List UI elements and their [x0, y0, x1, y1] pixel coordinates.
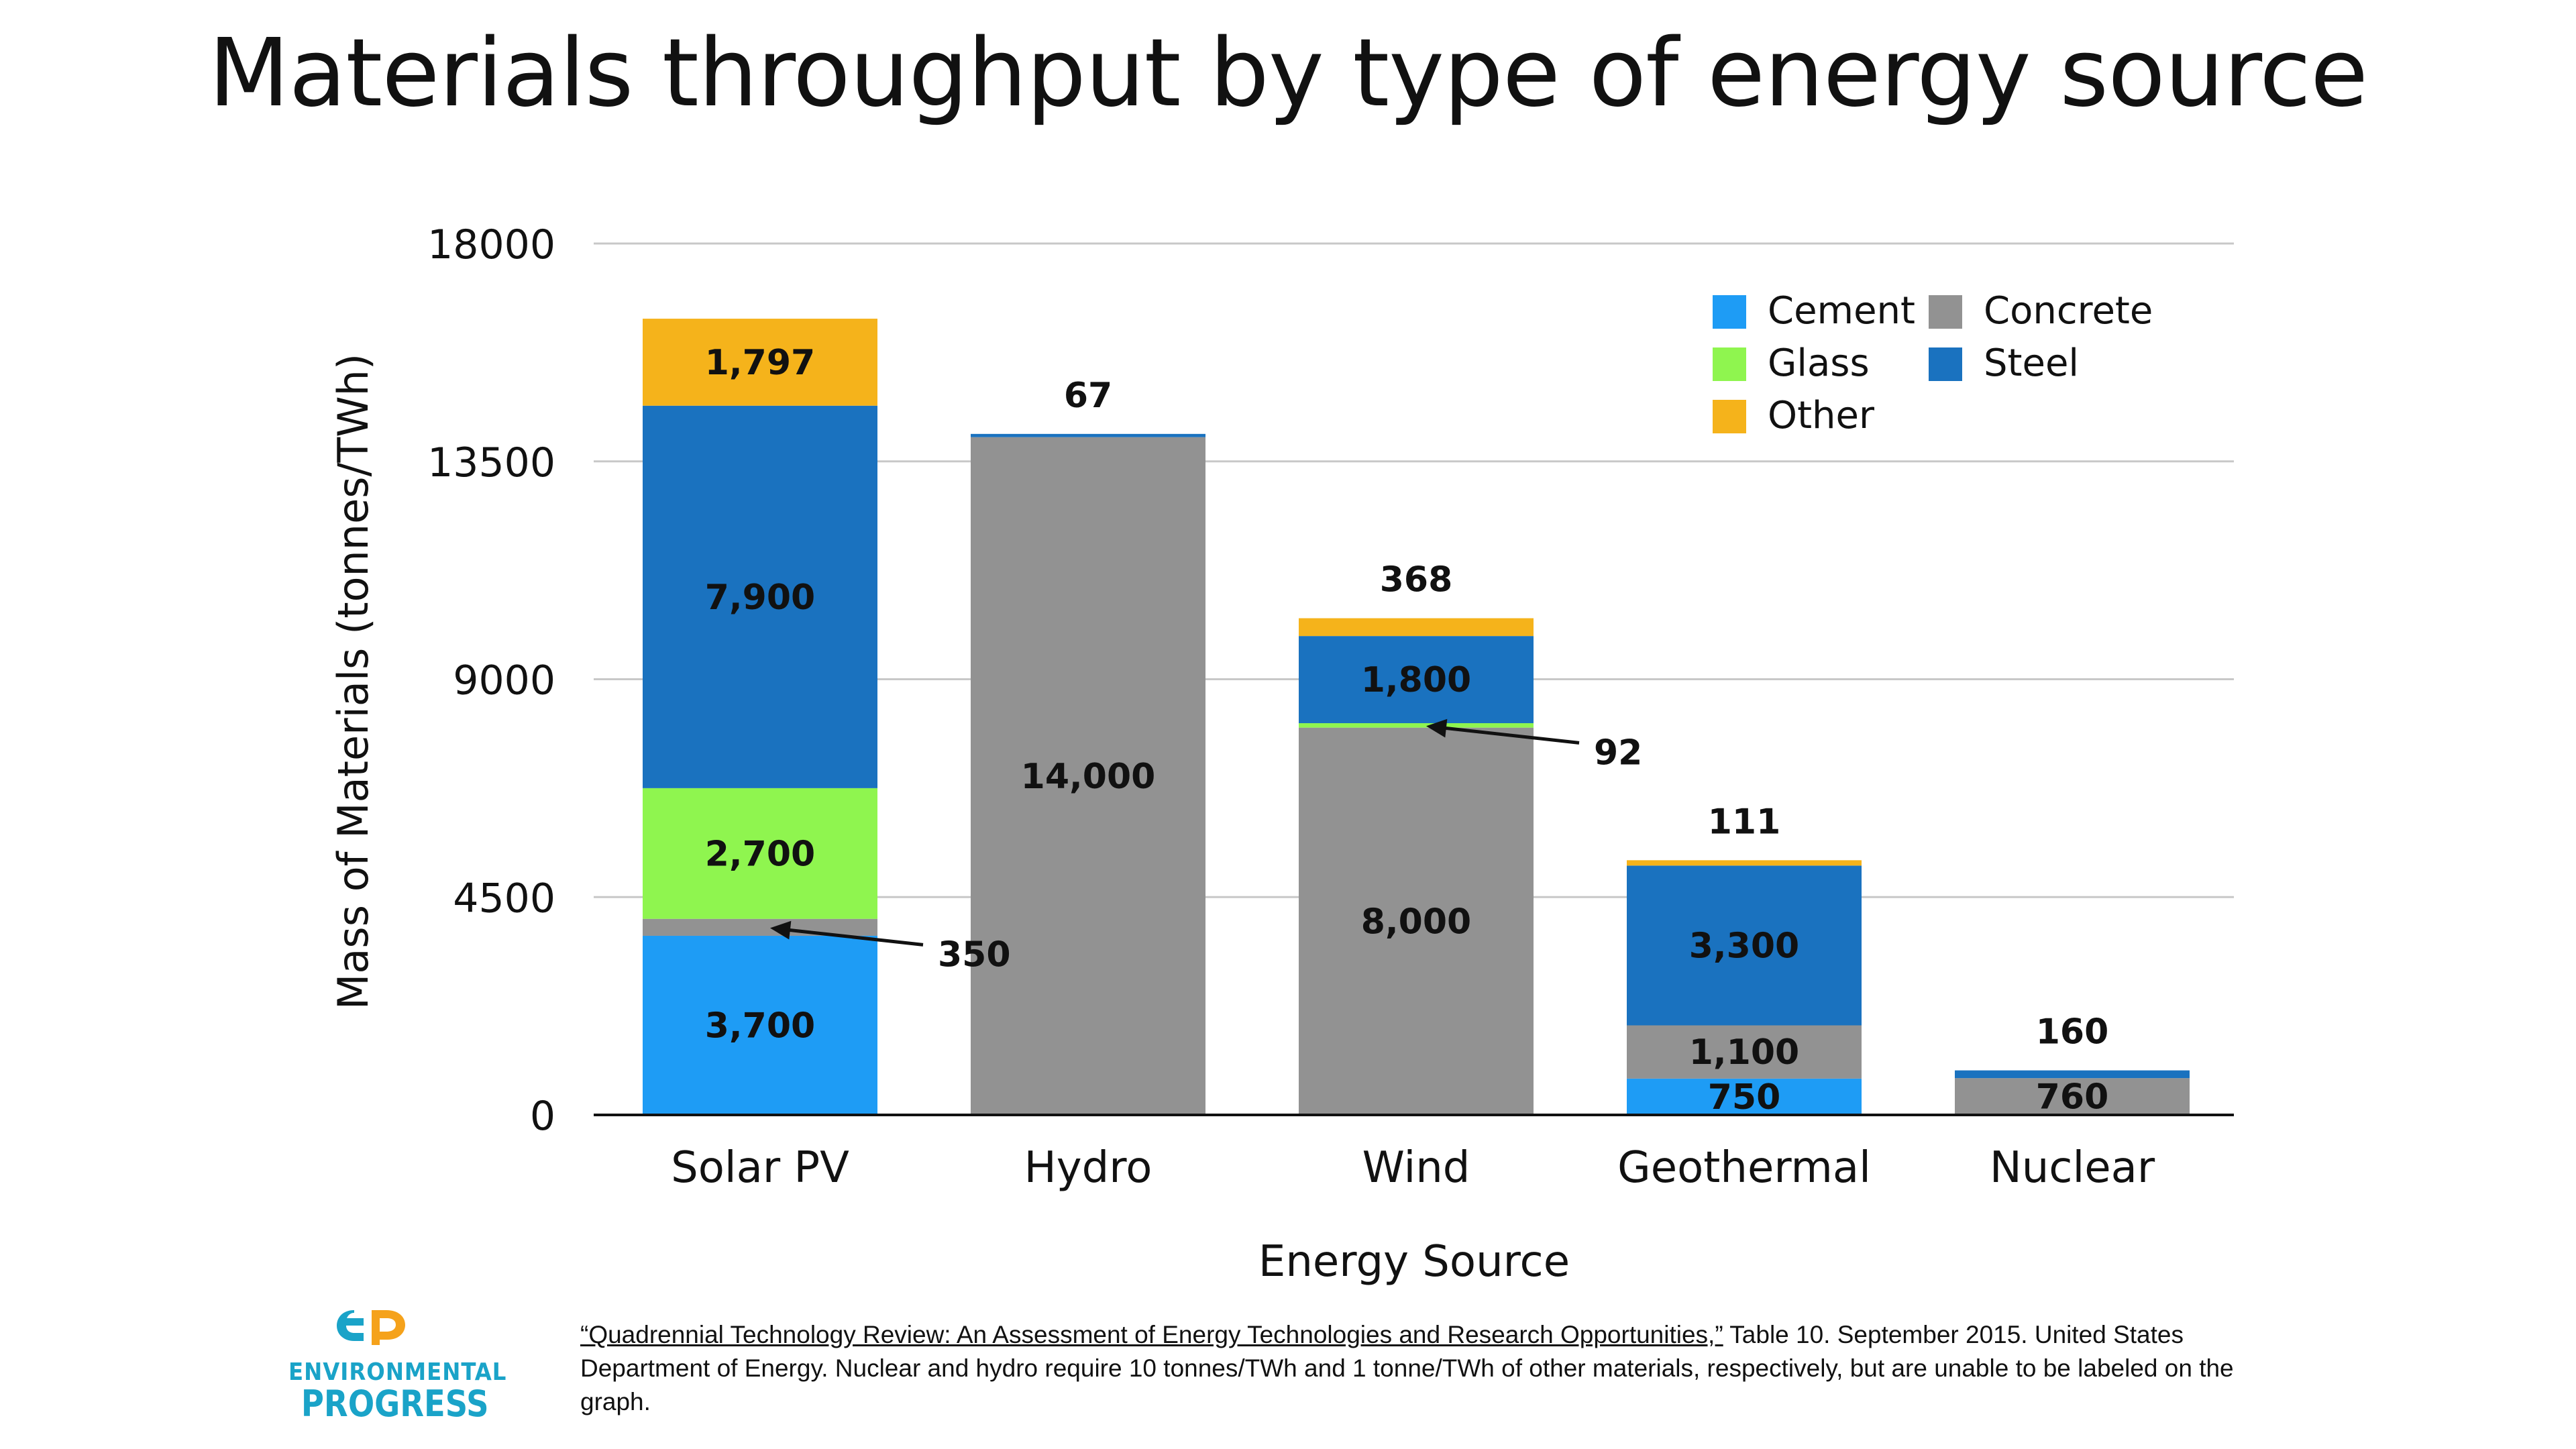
- bar-segment-cement: [643, 935, 877, 1115]
- bar-segment-other: [1627, 860, 1862, 866]
- y-axis-title: Mass of Materials (tonnes/TWh): [329, 354, 378, 1010]
- legend-label: Concrete: [1984, 289, 2153, 333]
- data-label: 8,000: [1361, 902, 1471, 942]
- y-tick-label: 0: [530, 1093, 555, 1140]
- bar-segment-other: [643, 319, 877, 406]
- legend-swatch-other: [1713, 400, 1746, 433]
- bar-segment-other: [1299, 618, 1534, 637]
- bar-segment-concrete: [1299, 727, 1534, 1115]
- data-label: 1,797: [705, 343, 815, 383]
- legend-swatch-steel: [1929, 347, 1962, 381]
- bar-segment-glass: [1299, 723, 1534, 728]
- x-tick-label: Geothermal: [1617, 1143, 1871, 1193]
- bar-segment-glass: [643, 788, 877, 919]
- callout-arrowhead: [1426, 718, 1448, 738]
- legend: Cement Glass Other Concrete Steel: [1713, 289, 2153, 437]
- data-label: 760: [2036, 1077, 2109, 1118]
- callout-arrowhead: [770, 920, 792, 940]
- data-label: 14,000: [1021, 757, 1156, 797]
- y-tick-label: 13500: [427, 439, 555, 486]
- data-label: 1,100: [1689, 1032, 1799, 1073]
- data-label: 3,300: [1689, 926, 1799, 966]
- y-tick-label: 9000: [453, 657, 555, 704]
- data-label: 2,700: [705, 834, 815, 874]
- logo-text-environmental: ENVIRONMENTAL: [288, 1358, 507, 1386]
- data-label: 160: [2036, 1012, 2109, 1053]
- legend-swatch-cement: [1713, 295, 1746, 329]
- ep-logo-icon: [337, 1310, 405, 1345]
- x-tick-label: Hydro: [1024, 1143, 1152, 1193]
- y-tick-label: 18000: [427, 221, 555, 268]
- data-label: 1,800: [1361, 660, 1471, 700]
- bar-segment-steel: [643, 405, 877, 788]
- data-label: 350: [938, 934, 1011, 975]
- data-label: 368: [1380, 560, 1453, 600]
- page-title: Materials throughput by type of energy s…: [208, 19, 2368, 128]
- bar-segment-steel: [1627, 865, 1862, 1026]
- data-label: 92: [1594, 733, 1642, 773]
- data-labels: 3,700 350 2,700 7,900 1,797 14,000 67 8,000 92 1,…: [705, 343, 2109, 1118]
- bar-segment-concrete: [1627, 1025, 1862, 1079]
- legend-label: Steel: [1984, 341, 2079, 385]
- data-label: 67: [1064, 376, 1112, 416]
- bars: [643, 319, 2190, 1115]
- callout-arrow: [1432, 724, 1580, 745]
- axes: 0 4500 9000 13500 18000 Solar PV Hydro Wind Geot…: [427, 221, 2234, 1193]
- data-label: 750: [1708, 1077, 1781, 1118]
- bar-segment-concrete: [971, 437, 1205, 1115]
- data-label: 7,900: [705, 578, 815, 618]
- callout-arrow: [776, 926, 924, 947]
- legend-swatch-glass: [1713, 347, 1746, 381]
- environmental-progress-logo: ENVIRONMENTAL PROGRESS: [288, 1305, 507, 1425]
- bar-segment-steel: [971, 433, 1205, 437]
- bar-segment-cement: [1627, 1078, 1862, 1115]
- source-citation: “Quadrennial Technology Review: An Asses…: [580, 1318, 2298, 1419]
- bar-segment-steel: [1955, 1070, 2190, 1079]
- data-label: 3,700: [705, 1006, 815, 1046]
- bar-segment-concrete: [1955, 1078, 2190, 1115]
- y-tick-label: 4500: [453, 875, 555, 922]
- source-details: Table 10. September 2015. United States …: [580, 1321, 2234, 1415]
- legend-swatch-concrete: [1929, 295, 1962, 329]
- x-tick-label: Nuclear: [1990, 1143, 2155, 1193]
- logo-text-progress: PROGRESS: [301, 1383, 489, 1425]
- legend-label: Other: [1768, 394, 1875, 437]
- source-report-link[interactable]: “Quadrennial Technology Review: An Asses…: [580, 1321, 1723, 1348]
- data-label: 111: [1708, 802, 1781, 842]
- bar-segment-concrete: [643, 918, 877, 936]
- legend-label: Cement: [1768, 289, 1915, 333]
- x-tick-label: Solar PV: [671, 1143, 849, 1193]
- x-axis-title: Energy Source: [1258, 1237, 1570, 1287]
- bar-segment-steel: [1299, 636, 1534, 724]
- x-tick-label: Wind: [1362, 1143, 1470, 1193]
- legend-label: Glass: [1768, 341, 1870, 385]
